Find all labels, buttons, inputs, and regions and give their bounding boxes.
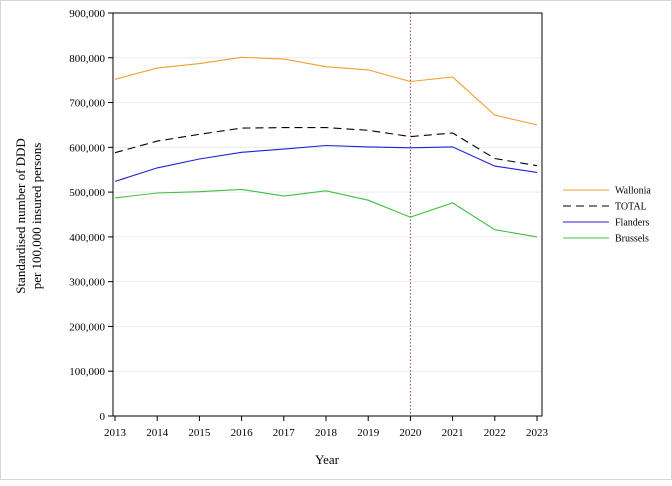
y-tick-label: 0: [100, 411, 106, 423]
x-axis-title: Year: [315, 452, 340, 467]
x-tick-label: 2016: [231, 427, 254, 439]
y-tick-label: 200,000: [69, 321, 105, 333]
x-tick-label: 2022: [484, 427, 506, 439]
y-tick-label: 800,000: [69, 53, 105, 65]
series-line-flanders: [114, 144, 538, 182]
x-tick-label: 2018: [315, 427, 338, 439]
x-tick-label: 2020: [399, 427, 422, 439]
y-axis-title-line-1: Standardised number of DDD: [13, 138, 28, 294]
x-axis: 2013 2014 2015 2016 2017 2018 2019 2020 2021 2022…: [104, 416, 549, 439]
y-tick-label: 100,000: [69, 366, 105, 378]
x-tick-label: 2013: [104, 427, 127, 439]
series-line-wallonia: [114, 56, 538, 126]
y-tick-label: 400,000: [69, 232, 105, 244]
y-tick-label: 300,000: [69, 277, 105, 289]
legend-label-wallonia: Wallonia: [615, 186, 651, 197]
legend-label-brussels: Brussels: [615, 234, 649, 245]
x-tick-label: 2019: [357, 427, 380, 439]
y-tick-label: 500,000: [69, 187, 105, 199]
y-tick-label: 600,000: [69, 142, 105, 154]
plot-frame: [112, 12, 543, 417]
series-line-brussels: [114, 188, 538, 238]
x-tick-label: 2017: [273, 427, 296, 439]
y-tick-label: 900,000: [69, 8, 105, 20]
x-tick-label: 2014: [146, 427, 169, 439]
x-tick-label: 2021: [442, 427, 464, 439]
y-axis-title-line-2: per 100,000 insured persons: [29, 143, 44, 290]
legend-label-total: TOTAL: [615, 202, 647, 213]
series-line-total: [114, 127, 538, 167]
x-tick-label: 2015: [188, 427, 211, 439]
series-lines: [114, 56, 538, 238]
x-tick-label: 2023: [526, 427, 549, 439]
y-tick-label: 700,000: [69, 98, 105, 110]
y-axis-title: Standardised number of DDD per 100,000 i…: [13, 138, 44, 294]
legend-label-flanders: Flanders: [615, 218, 650, 229]
y-axis: 0 100,000 200,000 300,000 400,000 500,000 600,…: [69, 8, 113, 423]
legend: Wallonia TOTAL Flanders Brussels: [563, 186, 651, 245]
